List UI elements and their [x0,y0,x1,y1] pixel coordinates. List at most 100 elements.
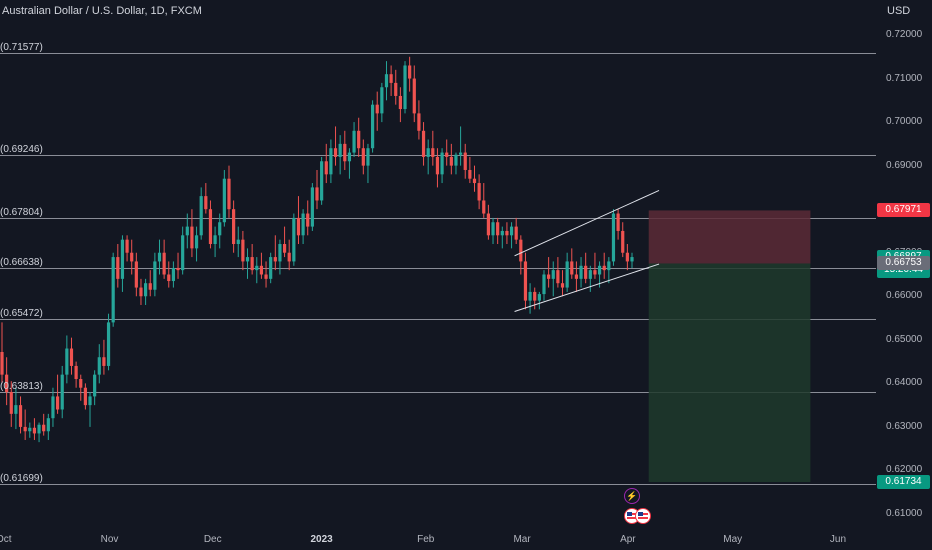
candle-body [134,261,138,288]
candle-body [523,261,528,301]
candle-body [491,222,495,236]
level-label: (0.66638) [0,256,43,268]
candle-body [116,257,120,279]
candle-body [621,230,625,253]
candle-body [315,187,319,201]
candle-body [408,65,412,79]
candle-body [593,270,597,275]
candle-body [55,396,60,410]
candle-body [579,265,583,279]
candle-body [574,274,579,279]
candle-body [361,148,365,166]
candle-body [310,187,314,227]
candle-body [463,152,467,170]
level-label: (0.67804) [0,206,43,218]
candle-body [500,230,504,236]
candle-body [190,226,194,249]
candle-body [514,226,518,240]
candle-body [431,148,435,157]
candle-body [181,235,185,271]
candle-body [560,283,565,288]
candle-body [343,143,347,162]
candle-body [320,161,324,201]
candle-body [171,267,175,282]
candle-body [611,213,616,262]
candle-body [306,213,310,227]
candle-body [97,357,101,375]
take-profit-zone [648,263,811,483]
time-tick-label: Apr [620,534,636,545]
candle-body [32,427,37,434]
candle-body [625,252,629,262]
short-position-tool[interactable] [648,210,811,483]
candle-body [630,257,634,262]
candle-body [435,156,440,175]
candle-body [394,82,398,96]
candle-body [338,143,342,157]
candle-body [440,152,444,175]
candle-body [468,169,472,179]
candle-body [65,348,69,375]
candle-body [0,352,4,375]
candle-body [477,183,481,201]
candle-body [556,270,560,284]
price-tick-label: 0.72000 [886,29,923,40]
candle-body [42,424,46,432]
candle-body [111,257,115,323]
candle-body [227,178,231,210]
candle-body [199,196,203,236]
price-tick-label: 0.70000 [886,116,923,127]
candle-body [51,396,55,419]
candle-body [347,152,352,162]
candle-body [259,265,264,275]
time-tick-label: Feb [417,534,435,545]
candle-body [565,261,569,288]
candle-body [533,291,537,301]
candle-body [472,178,477,184]
level-label: (0.69246) [0,143,43,155]
candle-body [384,74,389,88]
candle-body [551,270,555,279]
price-tick-label: 0.61000 [886,508,923,519]
candle-body [616,213,620,231]
candle-body [83,387,87,406]
candle-body [236,239,240,245]
price-tick-label: 0.62000 [886,464,923,475]
candle-body [454,154,458,166]
us-flag-icon[interactable] [635,508,651,524]
trend-channel[interactable] [514,190,660,312]
candle-body [185,226,189,236]
channel-lower-line [514,263,660,312]
candle-body [445,152,449,157]
lightning-icon[interactable]: ⚡ [624,488,640,504]
candle-body [218,222,222,236]
candle-body [139,287,143,297]
candle-body [542,274,546,295]
time-tick-label: May [723,534,743,545]
level-label: (0.61699) [0,472,43,484]
currency-label[interactable]: USD [887,5,911,17]
candle-body [120,239,125,279]
candle-body [597,265,602,275]
price-tag: 0.66753 [877,256,930,270]
candle-body [389,74,393,83]
candle-body [204,196,208,210]
candle-body [5,374,9,393]
candle-body [273,257,277,262]
candle-body [486,213,490,236]
candle-body [46,418,50,432]
time-tick-label: 2023 [310,534,333,545]
candle-body [403,65,407,110]
candle-body [296,217,301,236]
symbol-title[interactable]: Australian Dollar / U.S. Dollar, 1D, FXC… [2,5,202,17]
candle-body [106,322,111,366]
candle-body [208,209,213,245]
candle-body [250,257,254,271]
candle-body [509,226,514,236]
candle-body [547,274,551,279]
time-tick-label: Dec [203,534,222,545]
price-tick-label: 0.69000 [886,160,923,171]
candle-body [245,257,250,262]
time-tick-label: Jun [829,534,847,545]
